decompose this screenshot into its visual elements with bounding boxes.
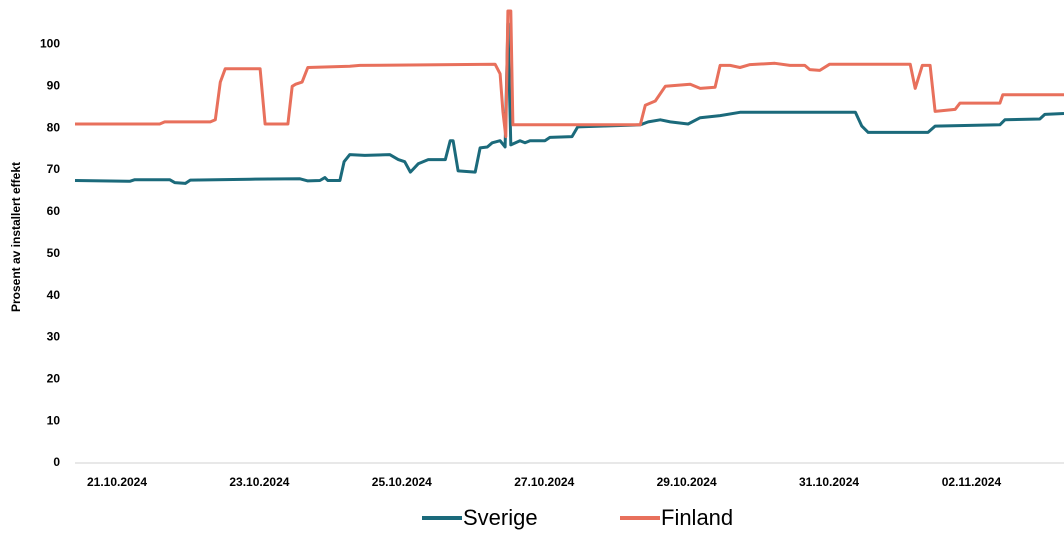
y-tick-label: 100	[40, 37, 60, 51]
y-tick-label: 40	[47, 288, 61, 302]
y-tick-label: 10	[47, 413, 61, 427]
y-tick-label: 30	[47, 330, 61, 344]
y-tick-label: 0	[53, 455, 60, 469]
x-tick-label: 23.10.2024	[229, 475, 289, 489]
y-tick-label: 80	[47, 120, 61, 134]
legend-label: Finland	[661, 505, 733, 530]
series-line	[74, 22, 1064, 185]
legend-label: Sverige	[463, 505, 538, 530]
y-tick-label: 20	[47, 371, 61, 385]
y-tick-label: 70	[47, 162, 61, 176]
y-tick-label: 90	[47, 79, 61, 93]
x-tick-label: 27.10.2024	[514, 475, 574, 489]
x-tick-label: 31.10.2024	[799, 475, 859, 489]
x-tick-label: 29.10.2024	[657, 475, 717, 489]
x-tick-label: 02.11.2024	[942, 475, 1002, 489]
y-tick-label: 50	[47, 246, 61, 260]
x-tick-label: 21.10.2024	[87, 475, 147, 489]
x-tick-label: 25.10.2024	[372, 475, 432, 489]
y-axis-label: Prosent av installert effekt	[9, 162, 23, 312]
series-line	[75, 9, 1064, 139]
y-tick-label: 60	[47, 204, 61, 218]
